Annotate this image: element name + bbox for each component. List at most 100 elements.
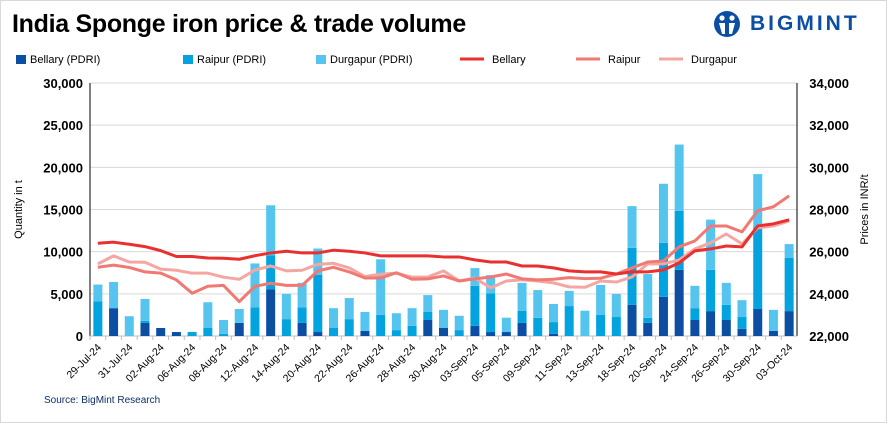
bar-durgapur-pdri [376,259,386,315]
bar-bellary-pdri [627,304,637,336]
bar-raipur-pdri [140,320,150,323]
bar-bellary-pdri [423,319,433,336]
bar-durgapur-pdri [93,284,103,302]
logo-text: BIGMINT [750,12,860,35]
y-tick-label: 20,000 [43,160,83,175]
bar-bellary-pdri [690,319,700,336]
bar-raipur-pdri [454,330,464,336]
bar-durgapur-pdri [454,315,464,331]
legend-label: Raipur (PDRI) [197,54,266,66]
bar-raipur-pdri [329,327,339,336]
legend-swatch [183,55,193,64]
bar-durgapur-pdri [690,285,700,309]
bar-durgapur-pdri [611,293,621,318]
bar-raipur-pdri [533,317,543,336]
bar-durgapur-pdri [109,282,119,309]
y2-tick-label: 28,000 [809,203,849,218]
bar-bellary-pdri [486,332,496,336]
bar-bellary-pdri [156,327,166,336]
bar-durgapur-pdri [486,275,496,294]
bar-bellary-pdri [109,308,119,336]
bar-raipur-pdri [250,307,260,336]
bigmint-logo-icon [714,11,740,37]
y2-tick-label: 30,000 [809,160,849,175]
bar-durgapur-pdri [234,309,244,323]
bar-raipur-pdri [266,255,276,290]
y2-tick-label: 32,000 [809,118,849,133]
bar-durgapur-pdri [407,308,417,326]
line-raipur [97,194,791,304]
bar-bellary-pdri [171,332,181,336]
bar-raipur-pdri [93,301,103,336]
bar-bellary-pdri [721,319,731,336]
bar-durgapur-pdri [360,311,370,331]
bar-raipur-pdri [784,257,794,312]
y2-tick-label: 34,000 [809,76,849,91]
legend-label: Durgapur [691,54,737,66]
bar-durgapur-pdri [658,183,668,243]
bar-raipur-pdri [548,322,558,334]
legend-swatch [16,55,26,64]
bar-durgapur-pdri [533,290,543,318]
bar-raipur-pdri [643,317,653,323]
line-durgapur [97,219,790,290]
y-tick-label: 0 [76,329,83,344]
bar-durgapur-pdri [627,206,637,248]
bar-durgapur-pdri [784,244,794,258]
bar-durgapur-pdri [674,144,684,211]
legend-label: Bellary (PDRI) [30,54,100,66]
bar-bellary-pdri [658,296,668,336]
bar-bellary-pdri [501,332,511,336]
bar-raipur-pdri [376,314,386,336]
legend-label: Raipur [608,54,641,66]
bar-raipur-pdri [737,317,747,329]
y2-tick-label: 22,000 [809,329,849,344]
bar-durgapur-pdri [768,309,778,331]
bar-bellary-pdri [737,328,747,336]
bar-durgapur-pdri [313,248,323,275]
bar-bellary-pdri [548,333,558,336]
chart-title: India Sponge iron price & trade volume [12,10,466,38]
bar-durgapur-pdri [596,284,606,315]
bar-durgapur-pdri [753,174,763,228]
bar-durgapur-pdri [219,319,229,334]
bar-durgapur-pdri [297,282,307,308]
bar-raipur-pdri [297,307,307,323]
bar-bellary-pdri [784,311,794,336]
y2-tick-label: 24,000 [809,287,849,302]
bar-bellary-pdri [470,325,480,336]
bar-durgapur-pdri [517,282,527,311]
bar-raipur-pdri [517,310,527,323]
bar-raipur-pdri [219,333,229,336]
bigmint-logo: BIGMINT [712,10,860,38]
bar-durgapur-pdri [439,309,448,328]
bar-durgapur-pdri [564,290,574,307]
bar-bellary-pdri [439,327,448,336]
line-bellary [97,218,790,276]
bar-durgapur-pdri [281,293,291,320]
bar-bellary-pdri [297,322,307,336]
bar-raipur-pdri [721,304,731,320]
bar-durgapur-pdri [548,303,558,323]
bar-bellary-pdri [234,322,244,336]
bar-durgapur-pdri [266,205,276,256]
legend-label: Durgapur (PDRI) [330,54,413,66]
bar-bellary-pdri [266,289,276,336]
y-tick-label: 10,000 [43,245,83,260]
bar-durgapur-pdri [203,302,213,328]
bar-raipur-pdri [407,325,417,336]
bar-raipur-pdri [564,306,574,336]
y2-tick-label: 26,000 [809,245,849,260]
bar-raipur-pdri [423,311,433,320]
bar-raipur-pdri [344,319,354,336]
bar-raipur-pdri [281,319,291,336]
bar-durgapur-pdri [140,298,150,321]
bar-durgapur-pdri [721,282,731,305]
bar-durgapur-pdri [501,317,511,333]
bar-durgapur-pdri [329,308,339,328]
bar-raipur-pdri [753,227,763,310]
bar-durgapur-pdri [737,300,747,318]
bar-raipur-pdri [611,317,621,336]
bar-raipur-pdri [690,308,700,320]
bar-durgapur-pdri [706,219,716,270]
